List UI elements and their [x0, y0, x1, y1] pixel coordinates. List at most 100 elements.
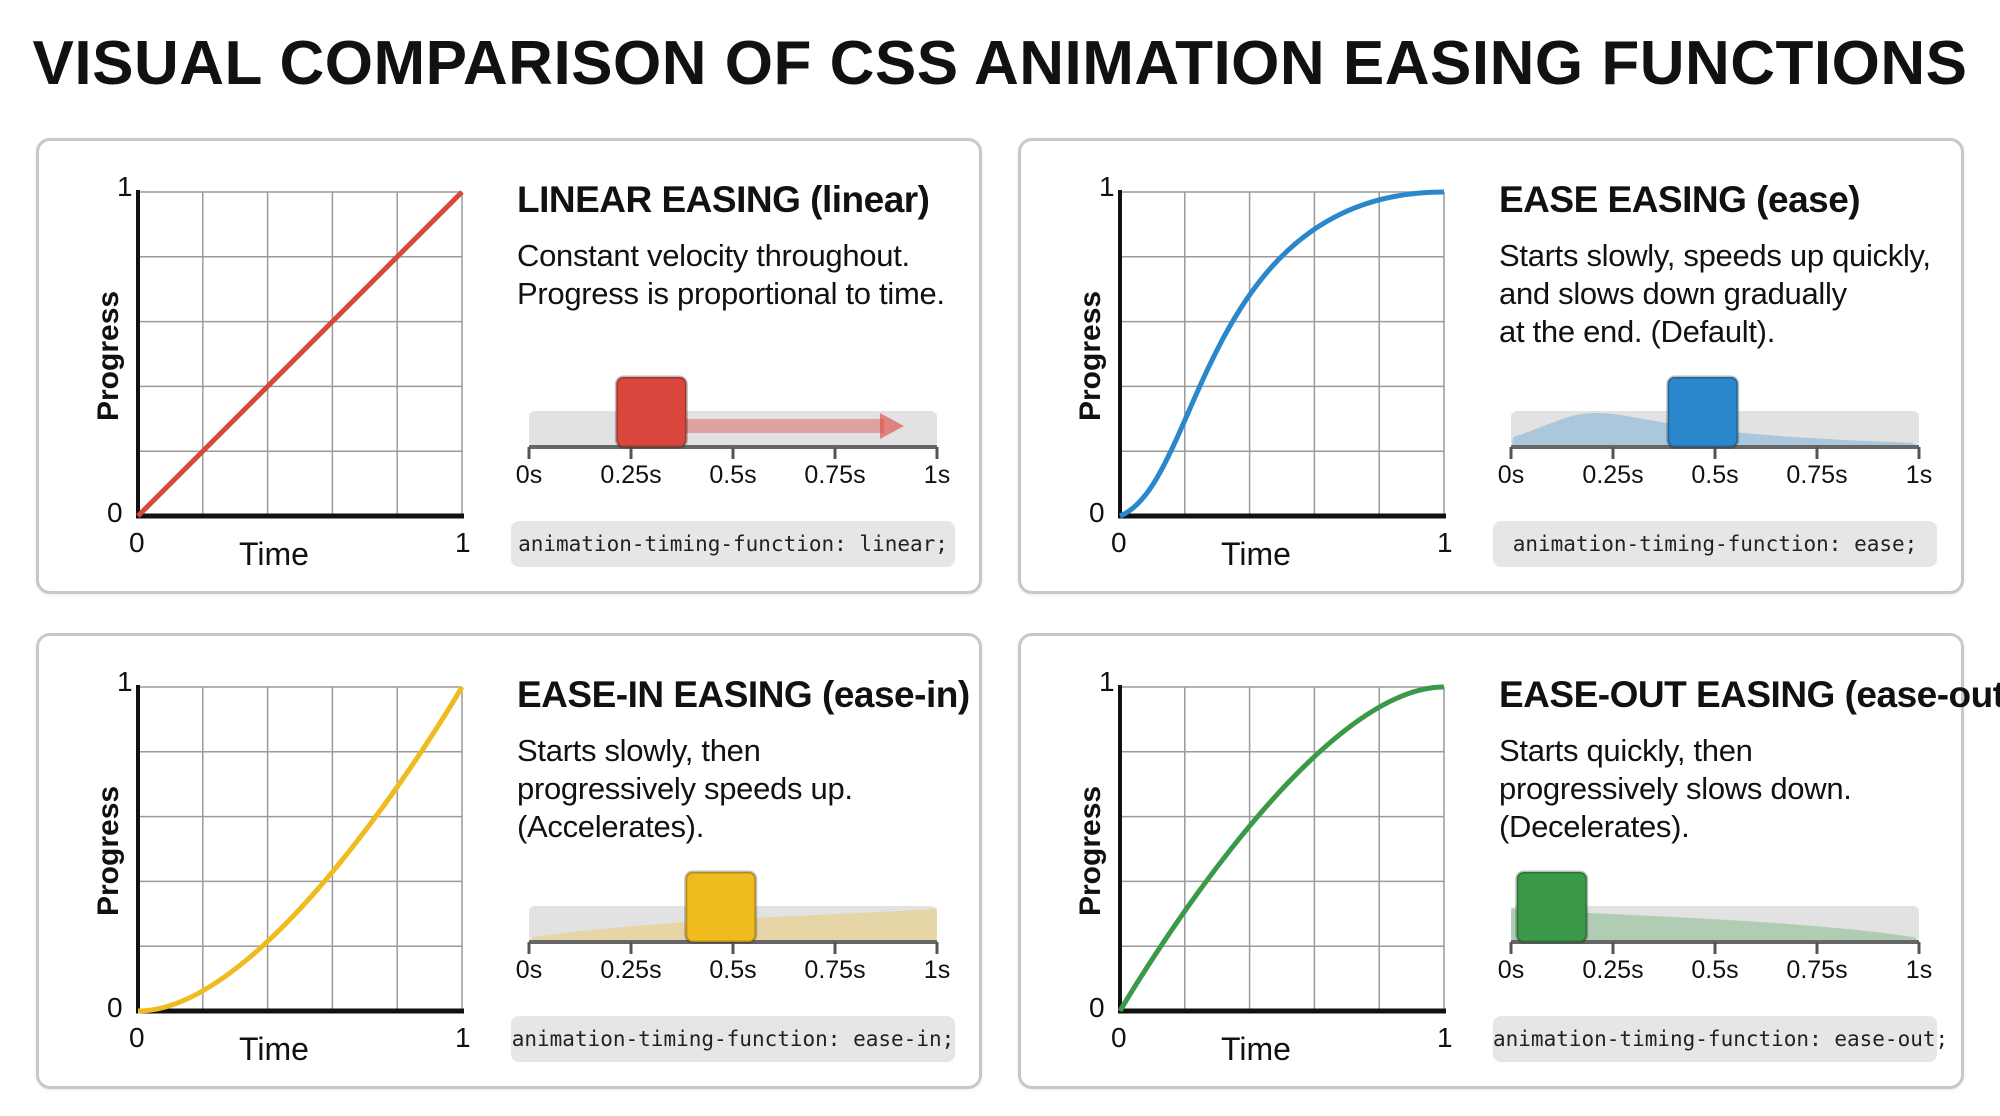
timeline-svg — [527, 375, 939, 459]
timeline-tick-label: 0.25s — [1582, 461, 1644, 489]
animated-box-marker — [614, 375, 688, 449]
y-min-label: 0 — [1089, 992, 1105, 1023]
timeline-svg — [1509, 375, 1921, 459]
timeline-preview — [1509, 365, 1921, 495]
y-max-label: 1 — [117, 666, 133, 697]
motion-trail — [651, 419, 884, 433]
description-line: at the end. (Default). — [1499, 314, 1776, 349]
y-axis-label: Progress — [1074, 290, 1107, 421]
timeline-preview — [527, 860, 939, 990]
description-line: Starts quickly, then — [1499, 733, 1753, 768]
timeline-tick-label: 1s — [923, 956, 951, 984]
velocity-trail — [1511, 908, 1919, 942]
animated-box-marker — [1666, 375, 1740, 449]
timeline-track — [1511, 906, 1919, 942]
easing-curve-chart — [136, 190, 464, 519]
x-axis-label: Time — [239, 1031, 309, 1067]
x-min-label: 0 — [129, 527, 145, 558]
easing-panel-ease: 1 0 0 1 Progress Time EASE EASING (ease) Starts… — [1018, 138, 1964, 594]
y-max-label: 1 — [117, 171, 133, 202]
x-max-label: 1 — [1437, 527, 1453, 558]
description-line: progressively slows down. — [1499, 771, 1852, 806]
description-line: (Decelerates). — [1499, 809, 1690, 844]
timeline-svg — [1509, 870, 1921, 954]
timeline-tick-label: 0.75s — [1786, 956, 1848, 984]
chart-svg — [136, 685, 465, 1014]
chart-svg — [1117, 684, 1446, 1014]
x-axis-label: Time — [1221, 1031, 1291, 1067]
timeline-preview — [527, 365, 939, 495]
panel-description: Starts slowly, speeds up quickly, and slo… — [1499, 237, 1931, 351]
panel-description: Constant velocity throughout. Progress is… — [517, 237, 945, 313]
panel-title: EASE-OUT EASING (ease-out) — [1499, 674, 2000, 715]
timeline-tick-label: 0.5s — [709, 956, 757, 984]
easing-curve — [1119, 189, 1445, 519]
animated-box-marker — [1515, 870, 1589, 944]
description-line: progressively speeds up. — [517, 771, 853, 806]
timeline-tick-label: 0.25s — [1582, 956, 1644, 984]
easing-panel-ease-in: 1 0 0 1 Progress Time EASE-IN EASING (ease-in)… — [36, 633, 982, 1089]
panel-title: EASE EASING (ease) — [1499, 179, 1861, 220]
timeline-tick-label: 0.75s — [1786, 461, 1848, 489]
timeline-tick-label: 1s — [923, 461, 951, 489]
x-max-label: 1 — [455, 527, 471, 558]
easing-panel-linear: 1 0 0 1 Progress Time LINEAR EASING (linear) Co… — [36, 138, 982, 594]
css-code-snippet: animation-timing-function: linear; — [511, 521, 955, 567]
css-code-snippet: animation-timing-function: ease; — [1493, 521, 1937, 567]
x-axis-label: Time — [239, 536, 309, 572]
timeline-tick-label: 0s — [515, 461, 543, 489]
timeline-tick-label: 0.75s — [804, 461, 866, 489]
timeline-tick-label: 1s — [1905, 956, 1933, 984]
x-min-label: 0 — [1111, 1022, 1127, 1053]
panel-description: Starts quickly, then progressively slows … — [1499, 732, 1852, 846]
panel-description: Starts slowly, then progressively speeds … — [517, 732, 853, 846]
description-line: (Accelerates). — [517, 809, 705, 844]
easing-curve — [1117, 684, 1445, 1013]
y-min-label: 0 — [1089, 497, 1105, 528]
panel-title: LINEAR EASING (linear) — [517, 179, 930, 220]
description-line: Starts slowly, speeds up quickly, — [1499, 238, 1931, 273]
y-min-label: 0 — [107, 497, 123, 528]
y-axis-label: Progress — [92, 290, 125, 421]
animated-box-marker — [684, 870, 758, 944]
easing-panel-ease-out: 1 0 0 1 Progress Time EASE-OUT EASING (ease-ou… — [1018, 633, 2000, 1089]
css-code-snippet: animation-timing-function: ease-in; — [511, 1016, 955, 1062]
y-axis-label: Progress — [1074, 785, 1107, 916]
timeline-preview — [1509, 860, 1921, 990]
x-min-label: 0 — [1111, 527, 1127, 558]
y-min-label: 0 — [107, 992, 123, 1023]
timeline-tick-label: 0.5s — [1691, 461, 1739, 489]
panel-title: EASE-IN EASING (ease-in) — [517, 674, 970, 715]
timeline-tick-label: 0.5s — [709, 461, 757, 489]
easing-curve — [136, 190, 464, 518]
x-min-label: 0 — [129, 1022, 145, 1053]
timeline-tick-label: 0s — [515, 956, 543, 984]
arrow-icon — [879, 413, 904, 439]
y-max-label: 1 — [1099, 171, 1115, 202]
timeline-svg — [527, 870, 939, 954]
timeline-tick-label: 0.25s — [600, 956, 662, 984]
page-title: VISUAL COMPARISON OF CSS ANIMATION EASIN… — [32, 29, 1968, 98]
description-line: and slows down gradually — [1499, 276, 1847, 311]
css-code-snippet: animation-timing-function: ease-out; — [1493, 1016, 1948, 1062]
timeline-tick-label: 0.75s — [804, 956, 866, 984]
easing-curve — [137, 685, 465, 1014]
timeline-tick-label: 0.25s — [600, 461, 662, 489]
easing-curve-chart — [1118, 189, 1446, 519]
timeline-tick-label: 0.5s — [1691, 956, 1739, 984]
timeline-tick-label: 1s — [1905, 461, 1933, 489]
description-line: Starts slowly, then — [517, 733, 761, 768]
x-axis-label: Time — [1221, 536, 1291, 572]
description-line: Constant velocity throughout. — [517, 238, 910, 273]
y-max-label: 1 — [1099, 666, 1115, 697]
timeline-tick-label: 0s — [1497, 461, 1525, 489]
chart-svg — [136, 190, 464, 519]
timeline-tick-label: 0s — [1497, 956, 1525, 984]
y-axis-label: Progress — [92, 785, 125, 916]
x-max-label: 1 — [455, 1022, 471, 1053]
easing-curve-chart — [1117, 684, 1446, 1014]
description-line: Progress is proportional to time. — [517, 276, 945, 311]
x-max-label: 1 — [1437, 1022, 1453, 1053]
easing-curve-chart — [136, 685, 465, 1014]
chart-svg — [1118, 189, 1446, 519]
